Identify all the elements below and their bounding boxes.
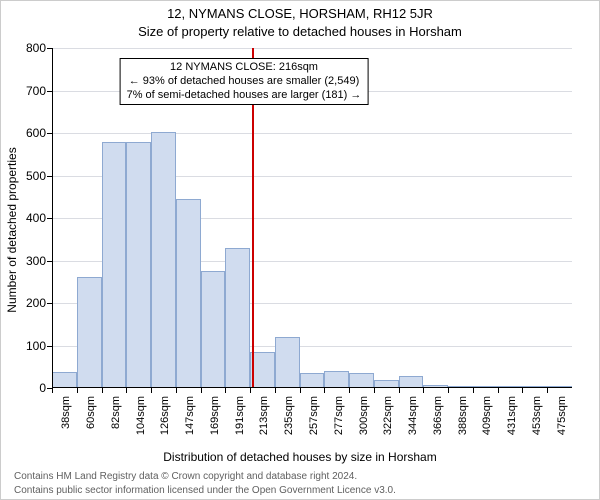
y-tick-label: 500: [26, 169, 52, 183]
y-axis-label: Number of detached properties: [5, 147, 19, 312]
x-tick-label: 431sqm: [506, 396, 518, 435]
page-address-title: 12, NYMANS CLOSE, HORSHAM, RH12 5JR: [0, 6, 600, 21]
axes: [52, 48, 572, 388]
x-axis-label: Distribution of detached houses by size …: [0, 450, 600, 464]
x-tick-label: 300sqm: [358, 396, 370, 435]
x-tick: [225, 388, 226, 393]
chart-subtitle: Size of property relative to detached ho…: [0, 24, 600, 39]
x-tick-label: 191sqm: [234, 396, 246, 435]
x-tick: [176, 388, 177, 393]
x-tick: [374, 388, 375, 393]
x-tick: [151, 388, 152, 393]
y-tick-label: 300: [26, 254, 52, 268]
x-tick: [275, 388, 276, 393]
x-tick-label: 409sqm: [481, 396, 493, 435]
x-tick-label: 147sqm: [184, 396, 196, 435]
y-tick-label: 200: [26, 296, 52, 310]
x-tick-label: 82sqm: [110, 396, 122, 429]
x-tick: [300, 388, 301, 393]
x-tick: [102, 388, 103, 393]
y-tick-label: 800: [26, 41, 52, 55]
x-tick-label: 322sqm: [382, 396, 394, 435]
x-tick-label: 257sqm: [308, 396, 320, 435]
x-tick: [399, 388, 400, 393]
figure: 12, NYMANS CLOSE, HORSHAM, RH12 5JR Size…: [0, 0, 600, 500]
x-tick-label: 126sqm: [159, 396, 171, 435]
x-tick-label: 366sqm: [432, 396, 444, 435]
x-tick-label: 475sqm: [556, 396, 568, 435]
y-tick-label: 600: [26, 126, 52, 140]
x-tick-label: 169sqm: [209, 396, 221, 435]
y-tick-label: 400: [26, 211, 52, 225]
plot-area: 010020030040050060070080038sqm60sqm82sqm…: [52, 48, 572, 388]
x-tick-label: 277sqm: [333, 396, 345, 435]
x-tick-label: 104sqm: [135, 396, 147, 435]
x-tick: [52, 388, 53, 393]
x-tick: [448, 388, 449, 393]
x-tick-label: 213sqm: [258, 396, 270, 435]
attribution-line-2: Contains public sector information licen…: [14, 485, 396, 496]
y-tick-label: 0: [39, 381, 52, 395]
attribution-line-1: Contains HM Land Registry data © Crown c…: [14, 471, 357, 482]
x-tick: [201, 388, 202, 393]
x-tick-label: 38sqm: [60, 396, 72, 429]
x-tick-label: 453sqm: [531, 396, 543, 435]
x-tick: [522, 388, 523, 393]
x-tick: [498, 388, 499, 393]
x-tick: [349, 388, 350, 393]
x-tick: [77, 388, 78, 393]
x-tick: [250, 388, 251, 393]
x-tick: [547, 388, 548, 393]
y-tick-label: 700: [26, 84, 52, 98]
x-tick: [473, 388, 474, 393]
x-tick: [324, 388, 325, 393]
x-tick-label: 388sqm: [457, 396, 469, 435]
x-tick-label: 344sqm: [407, 396, 419, 435]
x-tick-label: 60sqm: [85, 396, 97, 429]
y-tick-label: 100: [26, 339, 52, 353]
x-tick: [126, 388, 127, 393]
x-tick: [423, 388, 424, 393]
x-tick-label: 235sqm: [283, 396, 295, 435]
